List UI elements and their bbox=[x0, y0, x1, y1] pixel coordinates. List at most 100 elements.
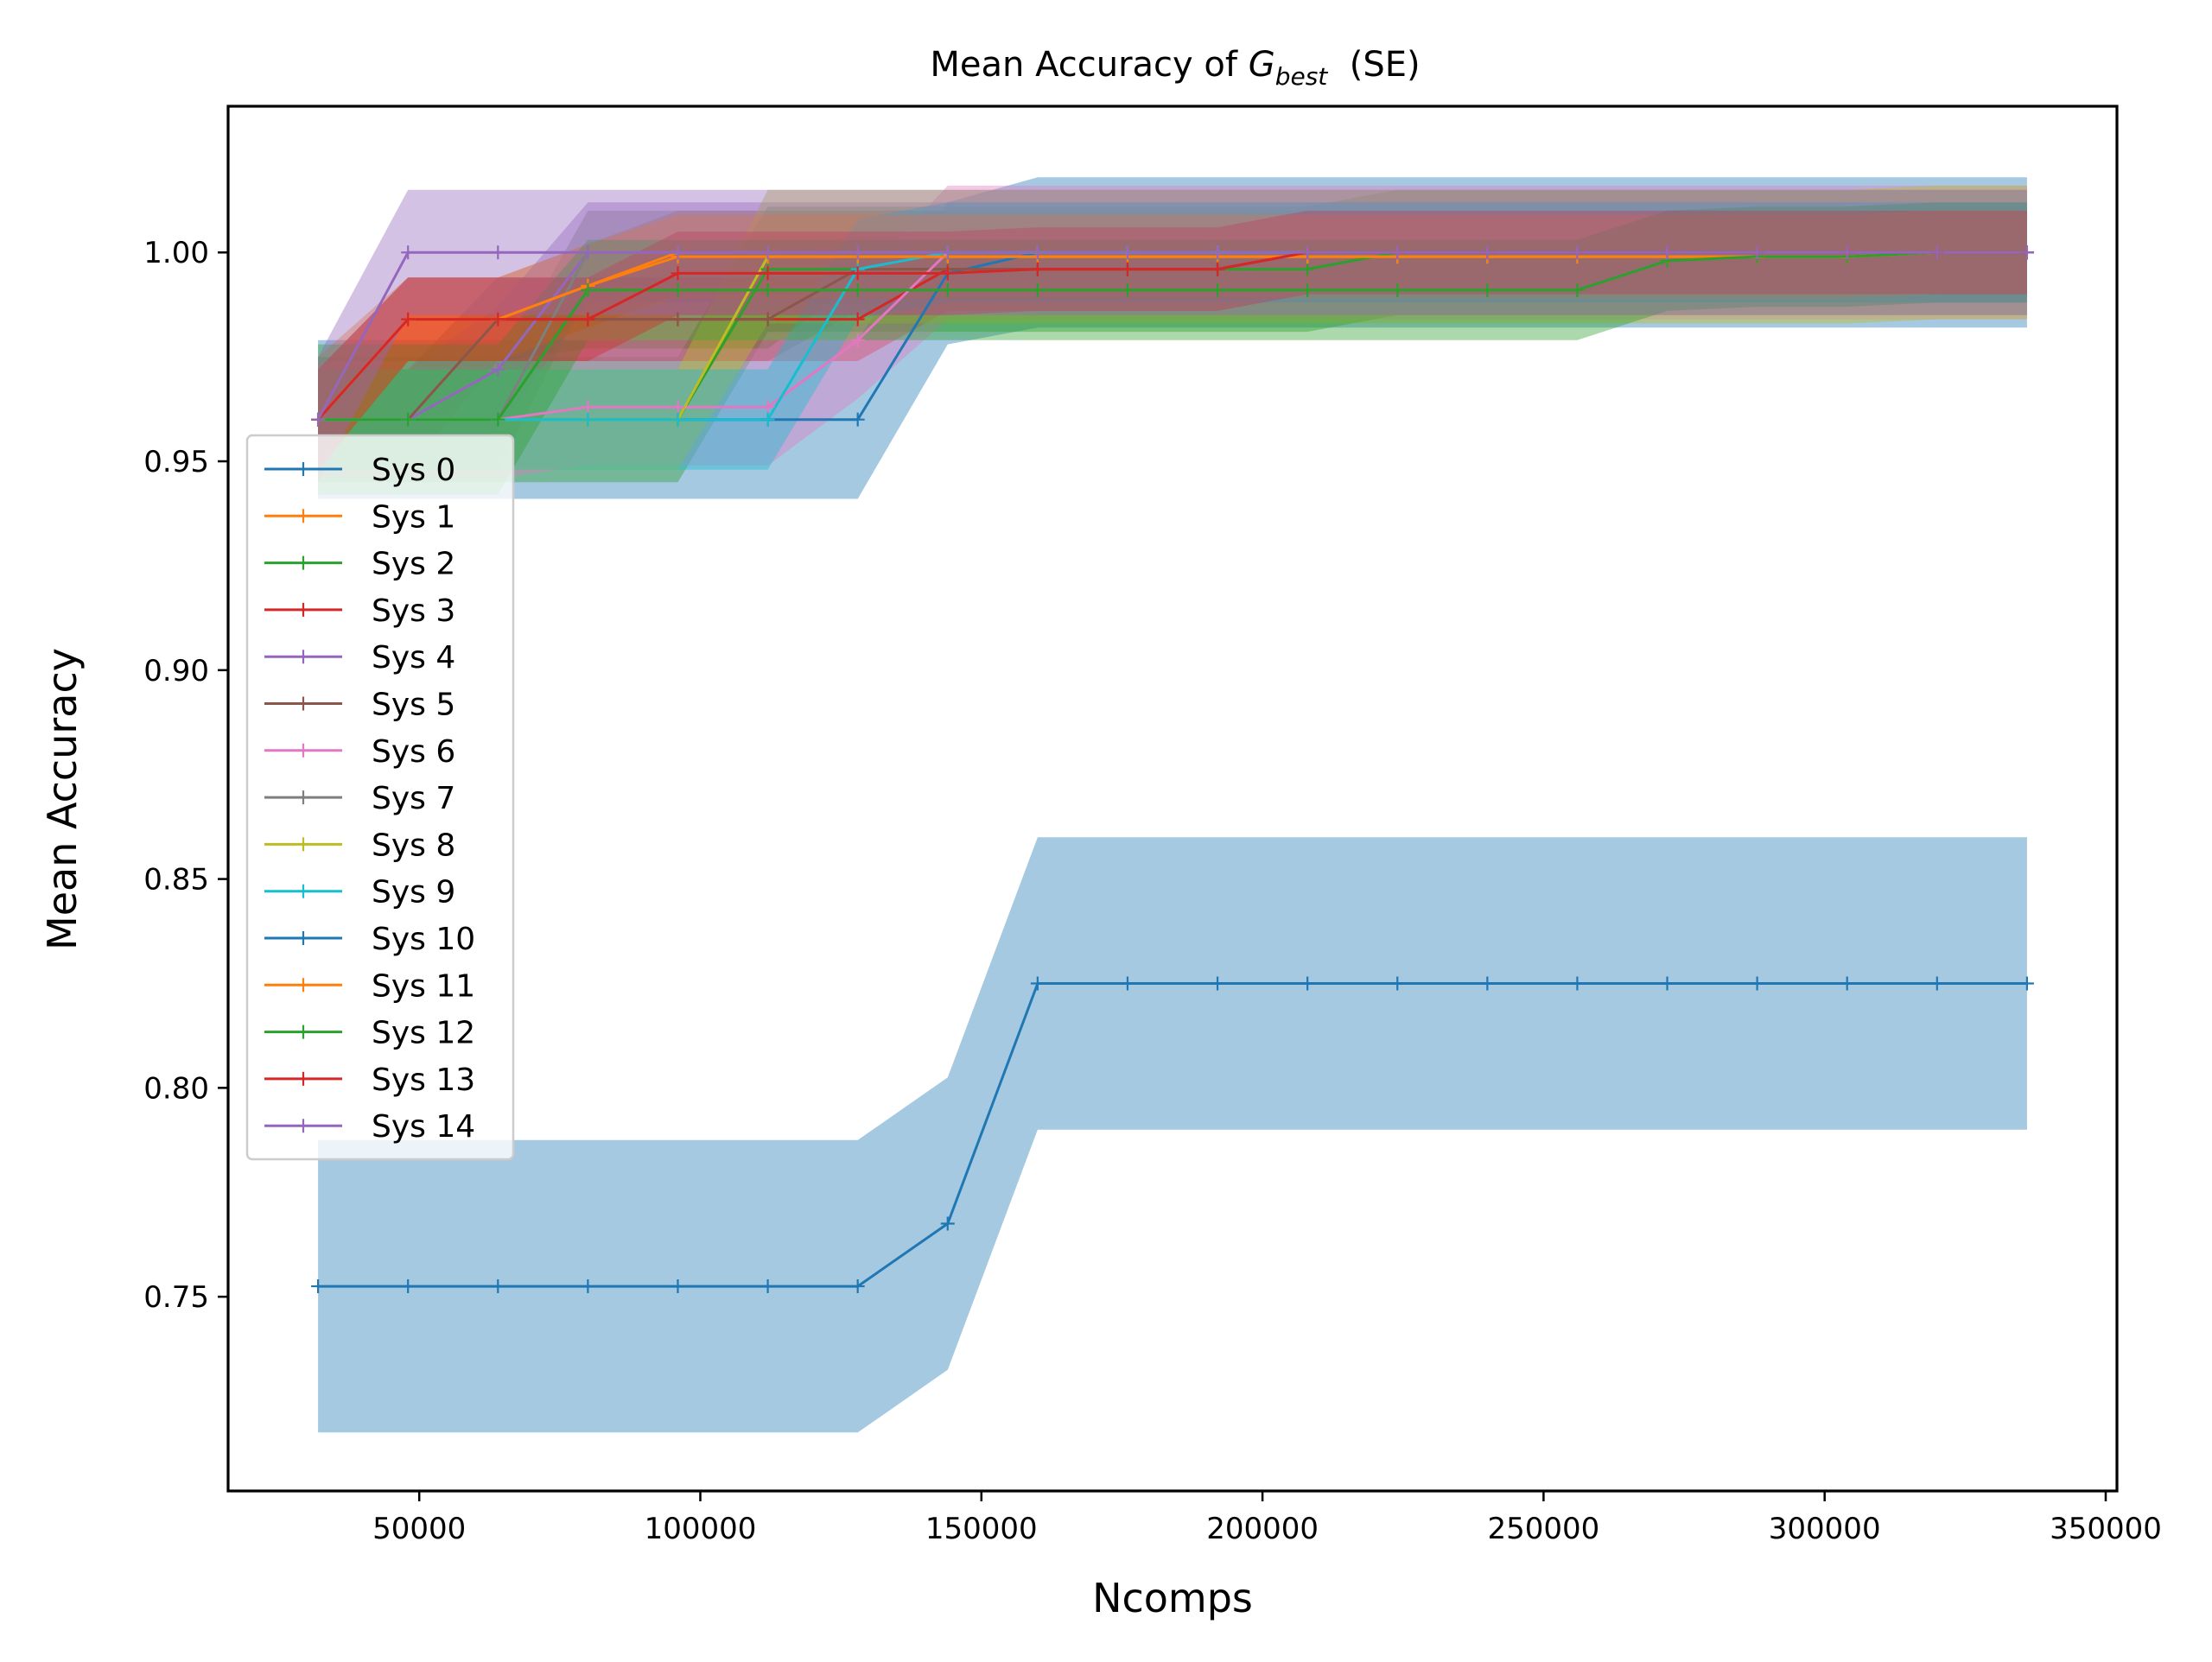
error-band-sys-14 bbox=[318, 189, 2027, 483]
point-sys-9-3 bbox=[581, 412, 595, 427]
point-sys-14-4 bbox=[671, 245, 685, 260]
legend-marker bbox=[296, 555, 310, 570]
error-band-sys-9 bbox=[318, 202, 2027, 470]
point-sys-12-10 bbox=[1211, 282, 1225, 297]
point-sys-0-6 bbox=[850, 412, 865, 427]
y-axis-label: Mean Accuracy bbox=[39, 648, 86, 950]
point-sys-12-8 bbox=[1030, 282, 1045, 297]
x-tick-label: 150000 bbox=[925, 1512, 1038, 1546]
point-sys-14-5 bbox=[760, 245, 775, 260]
markers-sys-14 bbox=[311, 245, 2034, 427]
legend-marker bbox=[296, 602, 310, 617]
point-sys-14-2 bbox=[491, 245, 505, 260]
y-axis-ticks: 0.75 0.80 0.85 0.90 0.95 1.00 bbox=[143, 236, 228, 1315]
legend-item: Sys 1 bbox=[264, 499, 455, 535]
legend-label: Sys 14 bbox=[372, 1109, 475, 1145]
title-g: G bbox=[1249, 45, 1275, 85]
y-tick-label: 0.95 bbox=[143, 445, 209, 479]
y-tick-label: 0.75 bbox=[143, 1280, 209, 1315]
legend-label: Sys 9 bbox=[372, 875, 455, 910]
point-sys-10-14 bbox=[1570, 976, 1585, 991]
point-sys-6-4 bbox=[671, 400, 685, 415]
error-band-sys-5 bbox=[318, 210, 2027, 470]
legend-item: Sys 14 bbox=[264, 1109, 475, 1145]
legend-frame bbox=[245, 434, 515, 1161]
x-tick-label: 250000 bbox=[1487, 1512, 1599, 1546]
legend-label: Sys 8 bbox=[372, 828, 455, 863]
legend-item: Sys 0 bbox=[264, 453, 455, 488]
point-sys-10-1 bbox=[401, 1279, 416, 1294]
point-sys-14-19 bbox=[2019, 245, 2034, 260]
point-sys-14-18 bbox=[1929, 245, 1944, 260]
series-markers bbox=[311, 245, 2034, 1294]
point-sys-13-5 bbox=[760, 266, 775, 281]
legend-marker bbox=[296, 884, 310, 898]
point-sys-6-6 bbox=[850, 333, 865, 347]
legend-marker bbox=[296, 650, 310, 664]
point-sys-14-17 bbox=[1840, 245, 1854, 260]
legend-label: Sys 1 bbox=[372, 499, 455, 535]
error-band-sys-2 bbox=[318, 189, 2027, 483]
legend-item: Sys 11 bbox=[264, 968, 475, 1004]
point-sys-4-2 bbox=[491, 362, 505, 377]
point-sys-12-11 bbox=[1300, 282, 1315, 297]
point-sys-14-9 bbox=[1120, 245, 1135, 260]
point-sys-10-2 bbox=[491, 1279, 505, 1294]
legend-item: Sys 5 bbox=[264, 688, 455, 723]
legend-label: Sys 3 bbox=[372, 593, 455, 629]
point-sys-13-1 bbox=[401, 312, 416, 327]
x-tick-label: 100000 bbox=[645, 1512, 757, 1546]
legend-item: Sys 2 bbox=[264, 547, 455, 582]
point-sys-13-2 bbox=[491, 312, 505, 327]
point-sys-14-8 bbox=[1030, 245, 1045, 260]
point-sys-12-6 bbox=[850, 282, 865, 297]
point-sys-14-13 bbox=[1480, 245, 1495, 260]
point-sys-10-9 bbox=[1120, 976, 1135, 991]
point-sys-5-5 bbox=[760, 312, 775, 327]
legend-label: Sys 4 bbox=[372, 640, 455, 676]
title-main: Mean Accuracy of bbox=[930, 45, 1248, 85]
chart-title: Mean Accuracy of Gbest (SE) bbox=[930, 45, 1420, 91]
point-sys-14-14 bbox=[1570, 245, 1585, 260]
point-sys-10-15 bbox=[1660, 976, 1675, 991]
point-sys-12-7 bbox=[940, 282, 955, 297]
legend-item: Sys 3 bbox=[264, 593, 455, 629]
legend-label: Sys 10 bbox=[372, 922, 475, 957]
point-sys-13-9 bbox=[1120, 262, 1135, 276]
line-sys-10 bbox=[318, 982, 2027, 1288]
point-sys-14-12 bbox=[1390, 245, 1405, 260]
plot-frame bbox=[226, 105, 2119, 1493]
legend-marker bbox=[296, 1024, 310, 1039]
point-sys-12-1 bbox=[401, 412, 416, 427]
error-band-sys-12 bbox=[318, 202, 2027, 495]
point-sys-10-7 bbox=[940, 1216, 955, 1231]
series-lines bbox=[316, 251, 2027, 1288]
point-sys-13-8 bbox=[1030, 262, 1045, 276]
point-sys-12-5 bbox=[760, 282, 775, 297]
point-sys-12-12 bbox=[1390, 282, 1405, 297]
x-tick-label: 350000 bbox=[2050, 1512, 2162, 1546]
legend-marker bbox=[296, 978, 310, 993]
y-tick-label: 0.80 bbox=[143, 1071, 209, 1106]
point-sys-5-4 bbox=[671, 312, 685, 327]
point-sys-2-11 bbox=[1300, 262, 1315, 276]
error-band-sys-1 bbox=[318, 210, 2027, 483]
legend-item: Sys 9 bbox=[264, 875, 455, 910]
point-sys-9-4 bbox=[671, 412, 685, 427]
point-sys-12-13 bbox=[1480, 282, 1495, 297]
error-band-sys-10 bbox=[318, 837, 2027, 1433]
x-tick-label: 300000 bbox=[1769, 1512, 1881, 1546]
x-axis-ticks: 50000 100000 150000 200000 250000 300000 35000… bbox=[372, 1491, 2162, 1546]
point-sys-14-15 bbox=[1660, 245, 1675, 260]
point-sys-12-9 bbox=[1120, 282, 1135, 297]
point-sys-10-17 bbox=[1840, 976, 1854, 991]
x-axis-label: Ncomps bbox=[1092, 1575, 1253, 1621]
point-sys-10-10 bbox=[1211, 976, 1225, 991]
point-sys-10-6 bbox=[850, 1279, 865, 1294]
point-sys-14-10 bbox=[1211, 245, 1225, 260]
legend-label: Sys 12 bbox=[372, 1016, 475, 1051]
legend-marker bbox=[296, 509, 310, 523]
point-sys-10-5 bbox=[760, 1279, 775, 1294]
